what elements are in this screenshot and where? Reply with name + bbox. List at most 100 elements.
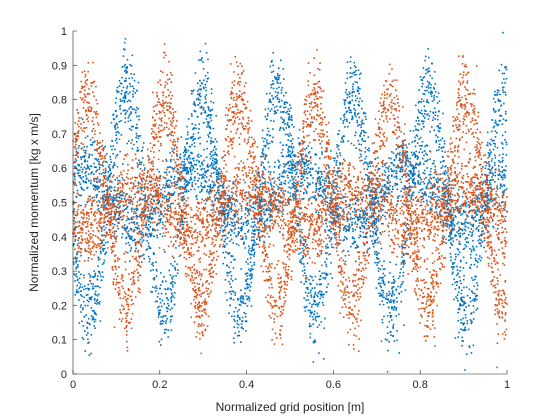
scatter-point (245, 320, 248, 322)
scatter-point (479, 234, 482, 237)
scatter-point (84, 204, 87, 206)
scatter-point (186, 158, 189, 161)
scatter-point (320, 290, 323, 293)
scatter-point (130, 217, 133, 219)
scatter-point (395, 309, 397, 311)
scatter-point (383, 169, 386, 172)
scatter-point (409, 157, 412, 160)
scatter-point (233, 228, 236, 231)
scatter-point (484, 192, 486, 195)
scatter-point (295, 190, 297, 193)
scatter-point (424, 192, 427, 195)
scatter-point (226, 223, 229, 225)
scatter-point (251, 247, 254, 250)
scatter-point (367, 187, 370, 189)
scatter-point (210, 119, 213, 122)
scatter-point (261, 151, 264, 154)
scatter-point (150, 290, 152, 293)
scatter-point (438, 196, 440, 198)
scatter-point (491, 139, 494, 142)
scatter-point (412, 165, 415, 168)
scatter-point (261, 198, 263, 201)
scatter-point (102, 276, 104, 278)
scatter-point (462, 256, 465, 259)
scatter-point (294, 184, 296, 187)
scatter-point (181, 185, 183, 188)
scatter-point (230, 208, 233, 211)
scatter-point (392, 281, 395, 284)
scatter-point (185, 185, 188, 187)
scatter-point (212, 127, 215, 130)
scatter-point (135, 136, 137, 139)
scatter-point (491, 166, 494, 169)
scatter-point (491, 176, 493, 178)
scatter-point (414, 154, 417, 157)
scatter-point (184, 190, 186, 193)
scatter-point (304, 241, 307, 243)
scatter-point (380, 191, 383, 194)
scatter-point (268, 98, 271, 101)
scatter-point (424, 59, 426, 62)
scatter-point (480, 245, 482, 247)
scatter-point (501, 178, 504, 181)
scatter-point (367, 189, 369, 192)
scatter-point (423, 93, 426, 95)
scatter-point (307, 182, 309, 184)
scatter-point (405, 159, 408, 161)
scatter-point (504, 215, 507, 218)
scatter-point (304, 310, 307, 312)
scatter-point (328, 177, 330, 180)
scatter-point (141, 157, 144, 159)
scatter-point (89, 165, 92, 167)
scatter-point (305, 162, 307, 164)
scatter-point (166, 220, 169, 223)
scatter-point (368, 194, 371, 197)
scatter-point (286, 174, 289, 177)
scatter-point (494, 154, 496, 157)
scatter-point (282, 127, 284, 129)
scatter-point (249, 274, 252, 277)
scatter-point (386, 326, 389, 328)
scatter-point (290, 107, 292, 109)
scatter-point (237, 232, 240, 235)
scatter-point (80, 204, 82, 207)
scatter-point (299, 150, 302, 153)
scatter-point (170, 160, 172, 163)
scatter-point (167, 198, 169, 201)
scatter-point (447, 202, 450, 205)
scatter-point (358, 116, 361, 119)
scatter-point (484, 196, 487, 198)
scatter-point (374, 261, 376, 264)
scatter-point (229, 228, 232, 231)
scatter-point (145, 249, 148, 251)
scatter-point (194, 183, 197, 185)
scatter-point (291, 167, 294, 170)
scatter-point (261, 176, 264, 178)
scatter-point (413, 151, 415, 154)
scatter-point (157, 211, 160, 214)
scatter-point (284, 171, 286, 174)
scatter-point (420, 195, 423, 198)
scatter-point (476, 226, 478, 229)
scatter-point (504, 66, 507, 69)
scatter-point (268, 216, 271, 219)
scatter-point (100, 227, 103, 229)
scatter-point (159, 298, 161, 300)
scatter-point (137, 224, 140, 227)
scatter-point (329, 182, 332, 185)
scatter-point (208, 126, 210, 128)
scatter-point (304, 291, 307, 294)
scatter-point (190, 161, 192, 163)
scatter-point (253, 221, 256, 223)
scatter-point (245, 330, 247, 332)
scatter-point (373, 221, 376, 223)
scatter-point (349, 218, 352, 221)
scatter-point (185, 172, 188, 175)
scatter-point (501, 134, 504, 137)
scatter-point (197, 97, 200, 100)
scatter-point (225, 264, 228, 267)
scatter-point (321, 196, 324, 198)
scatter-point (185, 189, 188, 192)
scatter-point (124, 48, 126, 51)
scatter-point (479, 255, 481, 257)
